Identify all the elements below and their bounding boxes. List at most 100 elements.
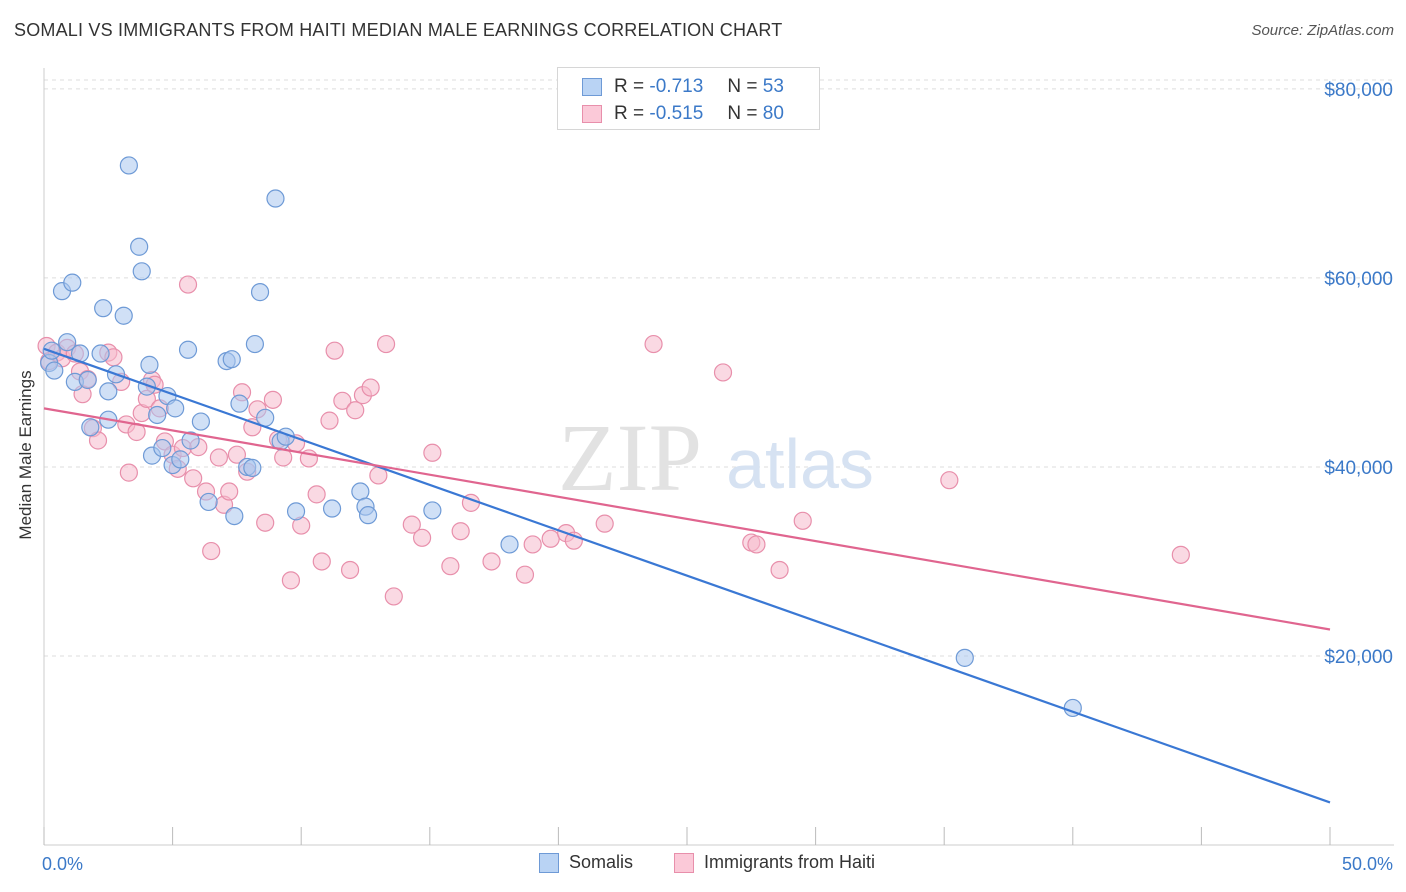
somali-point [81,418,100,437]
haiti-point [325,341,344,360]
somali-point [45,361,64,380]
haiti-point [713,363,733,382]
somali-point [178,340,198,359]
somali-point [243,458,262,477]
series-label-somalis: Somalis [569,852,634,872]
haiti-point [178,275,198,294]
haiti-trend-line [43,407,1331,631]
somali-point [230,394,249,413]
legend-swatch-somalis [582,78,602,96]
haiti-point [220,482,239,501]
y-tick-label: $20,000 [1324,647,1393,668]
somali-point [114,306,133,325]
somali-point [358,506,378,525]
legend-r-label: R = [614,76,645,97]
tick-labels: $20,000 $40,000 $60,000 $80,000 0.0% 50.0% [42,80,1393,874]
haiti-point [119,463,138,482]
haiti-point [256,513,275,532]
haiti-point [376,334,396,354]
legend-r-value: -0.713 [649,76,704,97]
legend-n-label: N = [727,103,758,124]
legend-row-somalis: R = -0.713 N = 53 [582,75,784,99]
y-tick-label: $40,000 [1324,458,1393,479]
series-legend-somalis[interactable]: Somalis [539,852,633,873]
legend-n-value: 80 [762,103,784,124]
haiti-point [209,448,228,467]
somali-point [191,412,210,431]
haiti-point [595,514,614,533]
haiti-point [644,334,663,354]
somali-point [351,482,370,501]
y-tick-label: $80,000 [1324,80,1393,101]
haiti-point [940,471,959,490]
series-swatch-haiti [674,852,694,873]
legend-n-label: N = [727,76,758,97]
somali-points [40,156,1082,718]
somali-point [222,350,241,369]
somali-point [94,299,113,318]
somali-point [225,506,244,526]
series-legend-haiti[interactable]: Immigrants from Haiti [674,852,875,873]
haiti-point [184,469,203,488]
somali-point [171,450,190,469]
somali-trend-line [43,347,1331,804]
watermark-atlas: atlas [726,425,874,503]
trend-lines [43,347,1331,804]
somali-point [58,333,77,352]
source-label: Source: ZipAtlas.com [1251,22,1394,39]
somali-point [500,535,519,554]
haiti-point [482,552,501,571]
somali-point [78,370,97,390]
haiti-point [412,528,432,547]
somali-point [132,262,151,281]
somali-point [166,399,185,418]
somali-point [130,237,149,256]
somali-point [148,405,167,425]
haiti-point [451,522,470,541]
haiti-point [227,445,246,464]
y-tick-label: $60,000 [1324,269,1393,290]
haiti-point [361,378,380,397]
legend-r-label: R = [614,103,645,124]
somali-point [955,648,974,667]
haiti-point [384,587,403,606]
somali-point [181,431,200,450]
somali-point [99,382,118,401]
somali-point [286,502,306,521]
haiti-point [747,535,766,554]
somali-point [423,501,442,520]
watermark-zip: ZIP [558,404,702,511]
haiti-point [346,401,365,420]
series-swatch-somalis [539,852,559,873]
series-legend: Somalis Immigrants from Haiti [0,852,1406,878]
haiti-point [202,541,221,561]
axis-layer [43,68,1394,846]
legend-row-haiti: R = -0.515 N = 80 [582,102,784,126]
haiti-point [312,552,331,571]
somali-point [153,438,172,458]
haiti-point [541,529,560,548]
haiti-point [333,391,352,410]
haiti-point [1171,545,1190,564]
watermark: ZIP atlas [558,404,874,511]
somali-point [119,156,138,175]
somali-point [250,283,270,302]
haiti-point [793,511,812,530]
haiti-point [523,535,542,554]
legend-swatch-haiti [582,105,602,123]
somali-point [322,499,342,518]
somali-point [91,344,110,363]
haiti-point [515,565,535,584]
somali-point [245,334,265,354]
correlation-legend: R = -0.713 N = 53 R = -0.515 N = 80 [557,67,820,130]
somali-point [137,377,156,396]
series-label-haiti: Immigrants from Haiti [704,852,876,872]
haiti-point [423,443,442,462]
somali-point [140,355,159,374]
x-tick-label-max: 50.0% [1342,854,1393,874]
somali-point [266,189,285,208]
haiti-point [770,560,789,580]
haiti-point [320,411,339,430]
haiti-point [263,390,283,409]
